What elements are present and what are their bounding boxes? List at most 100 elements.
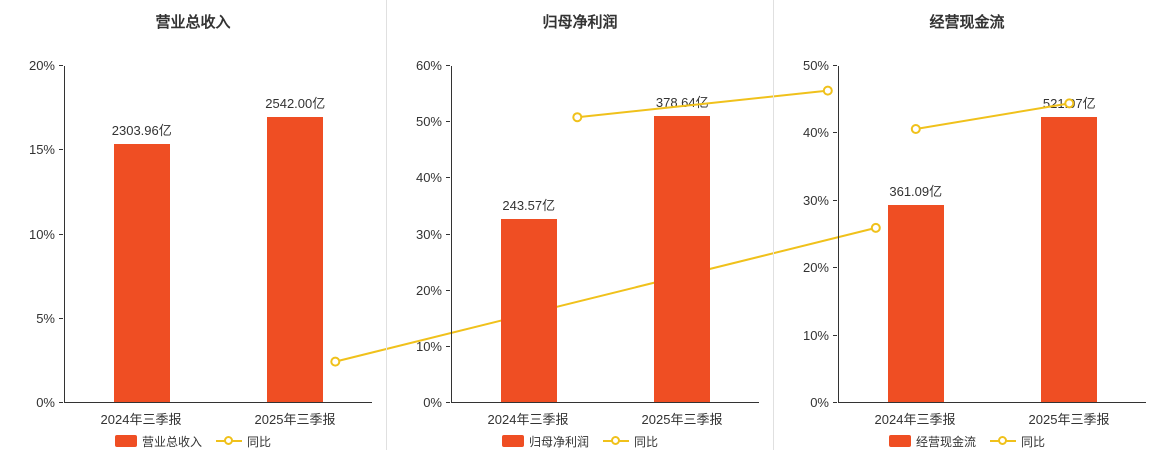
yoy-point-marker xyxy=(870,222,881,233)
legend-item-bar-series[interactable]: 归母净利润 xyxy=(501,433,589,450)
yoy-line xyxy=(572,85,833,123)
chart-panel-1: 营业总收入 2303.96亿 2542.00亿 0% 5% 10% 15% 20% 2024年三… xyxy=(0,0,881,450)
x-axis: 2024年三季报 2025年三季报 xyxy=(838,409,1146,429)
y-axis-tick xyxy=(446,402,450,403)
legend-item-yoy[interactable]: 同比 xyxy=(990,433,1045,450)
y-axis-tick-label: 30% xyxy=(415,226,442,242)
y-axis-tick-label: 20% xyxy=(415,282,442,298)
y-axis-tick-label: 0% xyxy=(36,395,55,410)
x-axis: 2024年三季报 2025年三季报 xyxy=(451,409,759,429)
x-axis-label: 2024年三季报 xyxy=(874,412,956,427)
y-axis-tick-label: 60% xyxy=(415,58,442,73)
y-axis-tick xyxy=(59,402,63,403)
y-axis-tick-label: 10% xyxy=(802,327,829,343)
y-axis-tick xyxy=(59,317,63,319)
chart-panel-2: 归母净利润 243.57亿 378.64亿 0% 10% 20% 30% 40% 50% 60% 2… xyxy=(386,0,833,450)
legend-item-bar-series[interactable]: 营业总收入 xyxy=(114,433,202,450)
y-axis-tick xyxy=(833,267,837,269)
y-axis-tick xyxy=(833,132,837,134)
legend-label: 营业总收入 xyxy=(141,434,202,449)
y-axis-tick xyxy=(446,345,450,347)
chart-title: 归母净利润 xyxy=(542,14,618,31)
y-axis-tick-label: 10% xyxy=(415,338,442,354)
y-axis-tick xyxy=(59,65,63,66)
x-axis-label: 2025年三季报 xyxy=(641,412,723,427)
y-axis-tick-label: 0% xyxy=(810,395,829,410)
legend-label: 经营现金流 xyxy=(915,434,976,449)
legend-circle-icon xyxy=(610,435,620,445)
y-axis-tick-label: 50% xyxy=(802,58,829,73)
bar xyxy=(113,144,170,402)
y-axis-tick xyxy=(833,199,837,201)
y-axis-tick-label: 0% xyxy=(423,395,442,410)
bar-swatch-icon xyxy=(114,435,137,447)
y-axis-tick-label: 5% xyxy=(36,310,55,326)
legend-circle-icon xyxy=(997,435,1007,445)
bar xyxy=(500,219,557,402)
plot: 361.09亿521.07亿 xyxy=(838,66,1146,403)
bar-value-label: 2303.96亿 xyxy=(111,123,172,139)
y-axis-tick-label: 40% xyxy=(415,170,442,186)
legend: 归母净利润 同比 xyxy=(387,432,773,450)
bar xyxy=(887,204,944,402)
x-axis-label: 2024年三季报 xyxy=(100,412,182,427)
y-axis-tick xyxy=(446,289,450,291)
legend-label: 同比 xyxy=(1021,434,1046,449)
y-axis-tick xyxy=(833,65,837,66)
bar xyxy=(1041,116,1098,402)
legend-item-bar-series[interactable]: 经营现金流 xyxy=(888,433,976,450)
y-axis-tick xyxy=(446,233,450,235)
legend: 营业总收入 同比 xyxy=(0,432,386,450)
y-axis-tick xyxy=(833,334,837,336)
y-axis-tick xyxy=(446,177,450,179)
legend-label: 同比 xyxy=(247,434,272,449)
y-axis-tick xyxy=(59,149,63,151)
chart-title: 经营现金流 xyxy=(929,14,1005,31)
legend-label: 归母净利润 xyxy=(528,434,589,449)
plot-area: 2303.96亿 2542.00亿 0% 5% 10% 15% 20% xyxy=(0,58,881,410)
bar xyxy=(267,117,324,402)
y-axis-tick-label: 10% xyxy=(28,226,55,242)
y-axis-tick-label: 50% xyxy=(415,114,442,130)
x-axis-label: 2025年三季报 xyxy=(254,412,336,427)
y-axis-tick-label: 20% xyxy=(802,260,829,276)
legend-label: 同比 xyxy=(634,434,659,449)
chart-title: 营业总收入 xyxy=(155,14,231,31)
bar-value-label: 243.57亿 xyxy=(502,198,556,214)
y-axis-tick xyxy=(446,65,450,66)
y-axis-tick xyxy=(833,402,837,403)
plot-area: 243.57亿 378.64亿 0% 10% 20% 30% 40% 50% 60% xyxy=(387,58,833,410)
legend-circle-icon xyxy=(223,435,233,445)
line-marker-icon xyxy=(216,435,242,447)
x-axis-label: 2025年三季报 xyxy=(1028,412,1110,427)
line-marker-icon xyxy=(603,435,629,447)
yoy-point-marker xyxy=(910,124,921,134)
bar-value-label: 2542.00亿 xyxy=(265,96,326,112)
y-axis-tick-label: 20% xyxy=(28,58,55,73)
bar-swatch-icon xyxy=(501,435,524,447)
bar xyxy=(654,116,711,402)
yoy-point-marker xyxy=(330,356,341,367)
y-axis-tick-label: 30% xyxy=(802,192,829,208)
x-axis-label: 2024年三季报 xyxy=(487,412,569,427)
yoy-point-marker xyxy=(822,85,833,96)
line-marker-icon xyxy=(990,435,1016,447)
y-axis-tick xyxy=(446,121,450,123)
y-axis-tick-label: 15% xyxy=(28,142,55,158)
bar-value-label: 361.09亿 xyxy=(889,183,943,199)
yoy-line xyxy=(330,222,881,367)
y-axis-tick xyxy=(59,233,63,235)
x-axis: 2024年三季报 2025年三季报 xyxy=(64,409,372,429)
plot-area: 361.09亿521.07亿 0% 10% 20% 30% 40% 50% xyxy=(774,58,1160,410)
y-axis-tick-label: 40% xyxy=(802,125,829,141)
bar-swatch-icon xyxy=(888,435,911,447)
yoy-point-marker xyxy=(572,112,583,123)
chart-panel-3: 经营现金流 361.09亿521.07亿 0% 10% 20% 30% 40% 50% 2024… xyxy=(773,0,1160,450)
plot: 243.57亿 378.64亿 xyxy=(451,66,833,403)
yoy-line xyxy=(910,98,1075,134)
legend-item-yoy[interactable]: 同比 xyxy=(216,433,271,450)
plot: 2303.96亿 2542.00亿 xyxy=(64,66,881,403)
legend-item-yoy[interactable]: 同比 xyxy=(603,433,658,450)
yoy-point-marker xyxy=(1064,98,1075,109)
legend: 经营现金流 同比 xyxy=(774,432,1160,450)
